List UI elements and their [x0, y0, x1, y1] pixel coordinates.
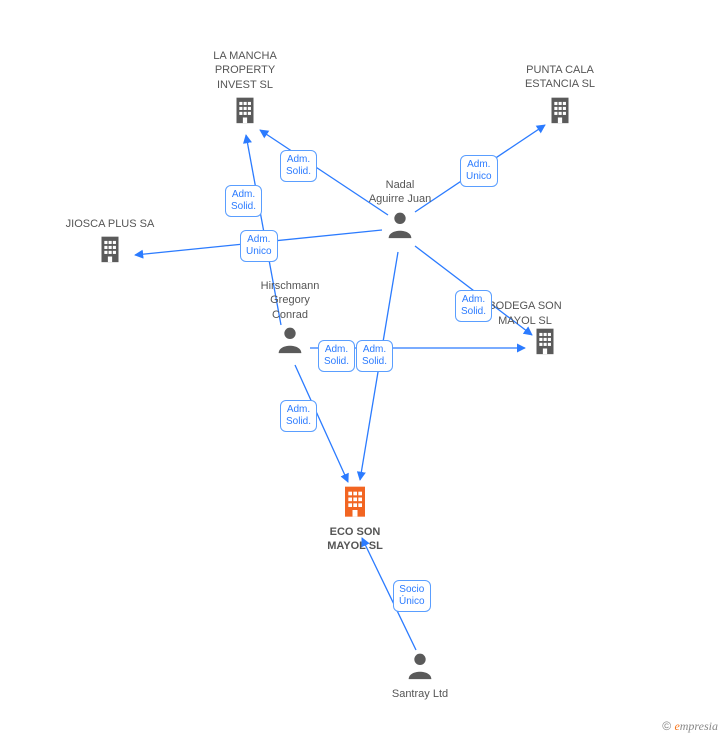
node-label: ECO SONMAYOL SL: [305, 525, 405, 554]
node-nadal: NadalAguirre Juan: [350, 178, 450, 246]
building-icon: [228, 92, 262, 131]
node-label: LA MANCHAPROPERTYINVEST SL: [195, 49, 295, 92]
edge-label: Adm.Solid.: [280, 150, 317, 182]
edge-label: Adm.Solid.: [225, 185, 262, 217]
edge-label: SocioÚnico: [393, 580, 431, 612]
node-label: NadalAguirre Juan: [350, 178, 450, 207]
edge-label: Adm.Unico: [460, 155, 498, 187]
edge-label: Adm.Solid.: [280, 400, 317, 432]
building-icon: [528, 323, 562, 362]
edge-label: Adm.Solid.: [356, 340, 393, 372]
node-punta_cala: PUNTA CALAESTANCIA SL: [510, 63, 610, 131]
edge-label: Adm.Solid.: [455, 290, 492, 322]
node-jiosca: JIOSCA PLUS SA: [60, 217, 160, 270]
person-icon: [273, 322, 307, 361]
person-icon: [403, 648, 437, 687]
edge-label: Adm.Unico: [240, 230, 278, 262]
edge-label: Adm.Solid.: [318, 340, 355, 372]
node-label: PUNTA CALAESTANCIA SL: [510, 63, 610, 92]
person-icon: [383, 207, 417, 246]
node-santray: Santray Ltd: [370, 648, 470, 701]
node-label: HirschmannGregoryConrad: [240, 279, 340, 322]
node-eco_son: ECO SONMAYOL SL: [305, 480, 405, 554]
node-bodega: BODEGA SONMAYOL SL: [495, 323, 595, 362]
node-label: JIOSCA PLUS SA: [60, 217, 160, 231]
building-icon: [335, 480, 375, 525]
node-la_mancha: LA MANCHAPROPERTYINVEST SL: [195, 49, 295, 131]
building-icon: [93, 231, 127, 270]
building-icon: [543, 92, 577, 131]
node-label: Santray Ltd: [370, 687, 470, 701]
